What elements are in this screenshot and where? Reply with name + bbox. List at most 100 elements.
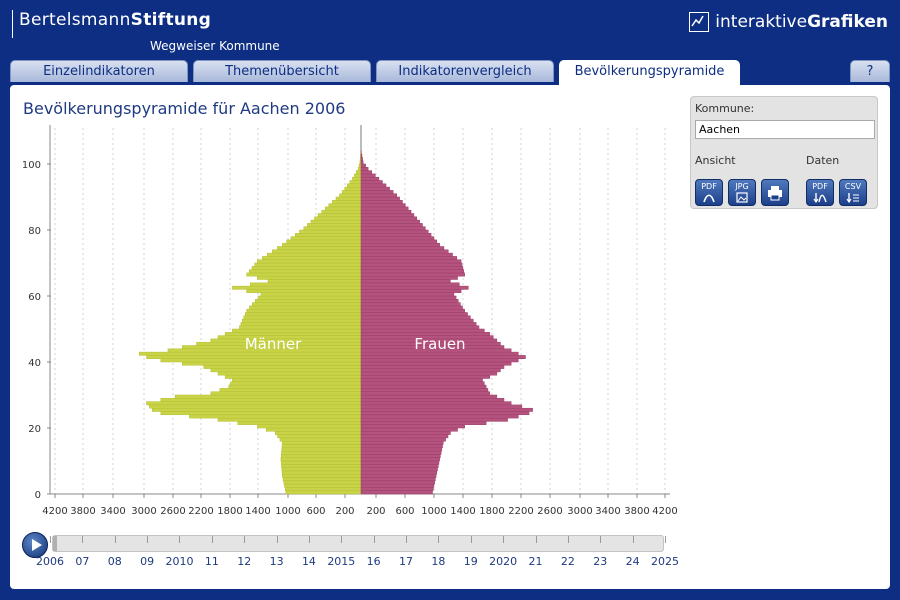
male-bar — [344, 186, 362, 191]
tab-indikatorenvergleich[interactable]: Indikatorenvergleich — [376, 60, 554, 82]
slider-tick — [308, 536, 310, 543]
x-tick-label: 1800 — [479, 506, 504, 517]
x-tick-label: 600 — [395, 506, 414, 517]
timeline-year-label[interactable]: 17 — [399, 555, 414, 568]
tab-themenuebersicht[interactable]: Themenübersicht — [193, 60, 371, 82]
help-tab[interactable]: ? — [850, 60, 890, 82]
female-bar — [360, 252, 453, 257]
slider-tick — [114, 536, 116, 543]
male-bar — [246, 289, 362, 293]
timeline-year-label[interactable]: 2006 — [36, 555, 64, 568]
female-bar — [360, 203, 406, 208]
female-bar — [360, 223, 423, 227]
timeline-year-label[interactable]: 2015 — [327, 555, 356, 568]
male-bar — [284, 483, 362, 488]
male-bar — [243, 315, 362, 320]
male-bar — [282, 477, 362, 482]
tab-einzelindikatoren[interactable]: Einzelindikatoren — [10, 60, 188, 82]
male-bar — [210, 368, 362, 373]
male-bar — [146, 401, 362, 406]
x-tick-label: 600 — [306, 506, 325, 517]
y-tick-label: 60 — [28, 292, 41, 303]
female-bar — [360, 157, 363, 161]
male-bar — [160, 411, 362, 416]
main-panel: Bevölkerungspyramide für Aachen 2006 Kom… — [10, 85, 890, 589]
female-bar — [360, 282, 460, 287]
female-bar — [360, 200, 403, 204]
female-bar — [360, 259, 462, 264]
tab-bevoelkerungspyramide[interactable]: Bevölkerungspyramide — [559, 60, 740, 86]
female-bar — [360, 229, 429, 234]
pdf-icon — [703, 194, 715, 203]
timeline-year-label[interactable]: 09 — [140, 555, 155, 568]
female-bar — [360, 279, 451, 284]
x-tick-label: 200 — [366, 506, 385, 517]
male-bar — [257, 259, 362, 264]
timeline-year-label[interactable]: 22 — [560, 555, 575, 568]
pdf-view-button[interactable]: PDF — [695, 179, 723, 206]
female-bar — [360, 180, 383, 185]
play-button[interactable] — [22, 532, 48, 558]
female-bar — [360, 315, 471, 320]
year-slider[interactable] — [50, 535, 666, 552]
female-bar — [360, 414, 519, 419]
timeline-year-label[interactable]: 11 — [204, 555, 219, 568]
timeline-year-label[interactable]: 16 — [366, 555, 381, 568]
timeline-year-label[interactable]: 2010 — [165, 555, 194, 568]
chart-logo-icon — [689, 12, 710, 32]
timeline-year-label[interactable]: 12 — [237, 555, 252, 568]
csv-download-button[interactable]: CSV — [839, 179, 867, 206]
female-bar — [360, 289, 462, 293]
male-bar — [272, 249, 362, 254]
female-bar — [360, 262, 463, 267]
male-bar — [290, 236, 362, 241]
male-bar — [328, 203, 362, 208]
female-bar — [360, 388, 489, 392]
slider-tick — [179, 536, 181, 543]
male-bar — [281, 444, 362, 449]
kommune-input[interactable] — [695, 120, 875, 139]
slider-thumb[interactable] — [53, 536, 57, 551]
tab-bar: Einzelindikatoren Themenübersicht Indika… — [10, 60, 890, 86]
timeline-year-label[interactable]: 23 — [593, 555, 608, 568]
print-button[interactable] — [761, 179, 789, 206]
slider-tick — [147, 536, 149, 543]
timeline-year-label[interactable]: 07 — [75, 555, 90, 568]
female-bar — [360, 424, 465, 429]
male-bar — [217, 417, 362, 422]
female-bar — [360, 440, 444, 445]
male-bar — [217, 371, 362, 376]
x-tick-label: 1400 — [245, 506, 270, 517]
csv-download-icon — [846, 193, 859, 203]
timeline-year-label[interactable]: 2025 — [651, 555, 679, 568]
timeline-year-label[interactable]: 18 — [431, 555, 446, 568]
male-bar — [321, 209, 362, 214]
timeline-year-label[interactable]: 13 — [269, 555, 284, 568]
male-bar — [281, 467, 362, 472]
female-bar — [360, 384, 487, 389]
male-bar — [281, 470, 362, 475]
male-bar — [285, 490, 362, 495]
print-icon — [768, 186, 782, 201]
male-bar — [242, 318, 362, 323]
x-tick-label: 3400 — [100, 506, 125, 517]
male-bar — [240, 322, 362, 326]
female-bar — [360, 299, 459, 303]
pdf-download-button[interactable]: PDF — [806, 179, 834, 206]
female-bar — [360, 404, 523, 409]
male-bar — [303, 226, 362, 231]
timeline-year-label[interactable]: 19 — [463, 555, 478, 568]
female-bar — [360, 186, 390, 191]
timeline-year-label[interactable]: 14 — [301, 555, 316, 568]
jpg-view-button[interactable]: JPG — [728, 179, 756, 206]
timeline-year-label[interactable]: 08 — [107, 555, 122, 568]
bertelsmann-logo: BertelsmannStiftung — [12, 10, 211, 38]
male-bar — [307, 223, 362, 227]
timeline-year-label[interactable]: 24 — [625, 555, 640, 568]
female-bar — [360, 242, 440, 247]
male-bar — [257, 424, 362, 429]
male-bar — [357, 167, 362, 171]
timeline-year-label[interactable]: 21 — [528, 555, 543, 568]
male-bar — [354, 173, 362, 178]
timeline-year-label[interactable]: 2020 — [489, 555, 518, 568]
